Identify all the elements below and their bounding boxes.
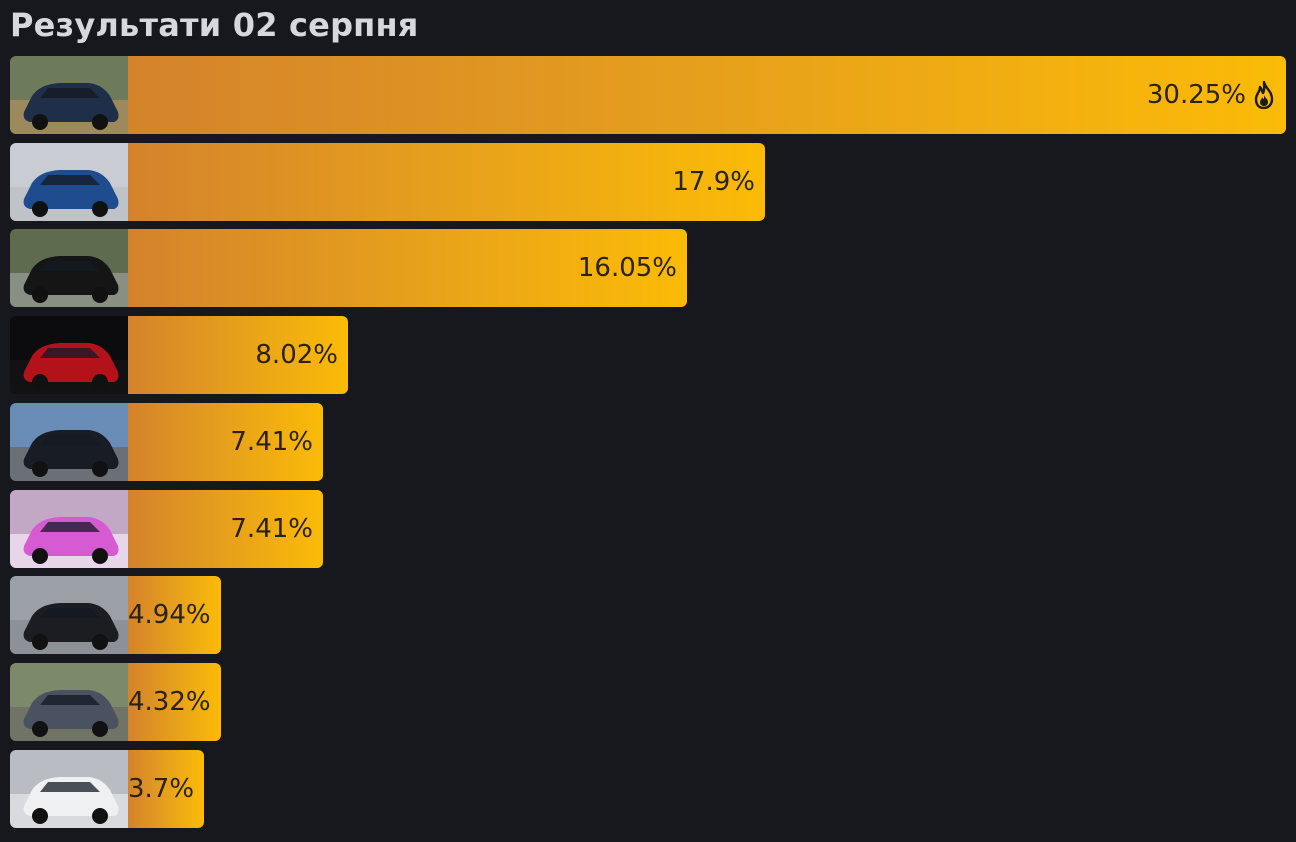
fire-icon <box>1252 80 1276 110</box>
bar-row: 4.94% <box>10 576 221 654</box>
blue-suv-photo <box>10 143 128 221</box>
bar-row: 3.7% <box>10 750 205 828</box>
pink-car-photo <box>10 490 128 568</box>
bar-value-label: 30.25% <box>1146 80 1246 110</box>
dark-hatchback-photo <box>10 56 128 134</box>
bar-value-label: 3.7% <box>128 774 195 804</box>
bar-row: 16.05% <box>10 229 687 307</box>
bar-value-label: 16.05% <box>577 253 677 283</box>
bar-row: 7.41% <box>10 403 323 481</box>
bar-row: 4.32% <box>10 663 221 741</box>
bar: 7.41% <box>128 490 323 568</box>
bar: 3.7% <box>128 750 205 828</box>
bar: 16.05% <box>128 229 687 307</box>
grey-sedan-photo <box>10 663 128 741</box>
page-title: Результати 02 серпня <box>10 6 419 44</box>
black-suv-photo <box>10 229 128 307</box>
white-wagon-photo <box>10 750 128 828</box>
black-minivan-photo <box>10 576 128 654</box>
bar: 4.32% <box>128 663 221 741</box>
bar-value-label: 8.02% <box>255 340 338 370</box>
bar: 4.94% <box>128 576 221 654</box>
bar-row: 8.02% <box>10 316 348 394</box>
bar: 7.41% <box>128 403 323 481</box>
bar-chart: 30.25% 17.9% 16.05% 8.02% 7.41% 7.41% 4.94% 4.3… <box>10 56 1286 828</box>
bar-value-label: 7.41% <box>230 514 313 544</box>
bar: 30.25% <box>128 56 1286 134</box>
bar-row: 17.9% <box>10 143 765 221</box>
black-wagon-photo <box>10 403 128 481</box>
bar: 8.02% <box>128 316 348 394</box>
bar-value-label: 4.32% <box>128 687 211 717</box>
bar-row: 30.25% <box>10 56 1286 134</box>
bar-value-label: 4.94% <box>128 600 211 630</box>
bar: 17.9% <box>128 143 765 221</box>
bar-value-label: 7.41% <box>230 427 313 457</box>
bar-row: 7.41% <box>10 490 323 568</box>
bar-value-label: 17.9% <box>672 167 755 197</box>
car-rear-lights-photo <box>10 316 128 394</box>
